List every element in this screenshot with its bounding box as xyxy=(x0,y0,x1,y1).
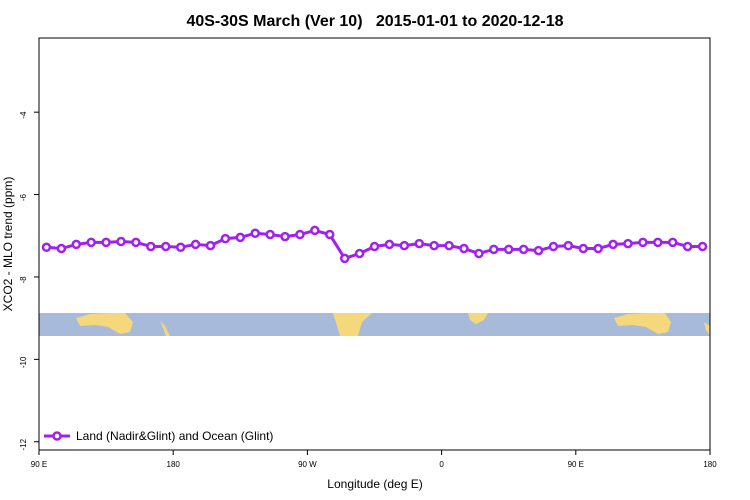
point xyxy=(235,232,246,243)
point xyxy=(459,243,469,254)
legend-label: Land (Nadir&Glint) and Ocean (Glint) xyxy=(76,429,273,443)
x-tick-label: 0 xyxy=(439,460,444,469)
point xyxy=(667,237,678,248)
point xyxy=(86,237,96,248)
point xyxy=(190,239,201,250)
point xyxy=(503,244,514,255)
point xyxy=(175,242,186,253)
point xyxy=(280,231,290,242)
point xyxy=(384,239,395,250)
point xyxy=(444,240,454,251)
x-tick-label: 90 E xyxy=(31,460,47,469)
point xyxy=(265,229,275,240)
point xyxy=(653,237,663,248)
legend-marker xyxy=(52,431,62,441)
point xyxy=(563,240,574,251)
point xyxy=(429,240,439,251)
point xyxy=(489,244,499,255)
point xyxy=(593,243,603,254)
point xyxy=(339,253,350,264)
point xyxy=(131,237,141,248)
x-tick-label: 90 W xyxy=(298,460,317,469)
x-tick-label: 180 xyxy=(167,460,181,469)
point xyxy=(682,241,693,252)
point xyxy=(578,243,589,254)
x-tick-label: 90 E xyxy=(568,460,584,469)
point xyxy=(295,229,305,240)
point xyxy=(369,241,380,252)
point xyxy=(205,240,216,251)
y-tick-label: -4 xyxy=(19,111,28,119)
point xyxy=(250,228,260,239)
point xyxy=(71,239,82,250)
point xyxy=(41,242,52,253)
point xyxy=(101,237,111,248)
y-tick-label: -8 xyxy=(19,276,28,284)
point xyxy=(608,239,618,250)
point xyxy=(533,245,544,256)
y-tick-label: -12 xyxy=(19,438,28,450)
point xyxy=(160,241,171,252)
point xyxy=(146,241,156,252)
point xyxy=(697,241,708,252)
map-strip xyxy=(39,313,710,336)
point xyxy=(325,229,335,240)
plot-frame xyxy=(38,37,711,451)
point xyxy=(414,238,424,249)
y-tick-label: -10 xyxy=(19,356,28,368)
point xyxy=(548,241,559,252)
point xyxy=(354,248,365,259)
point xyxy=(399,240,410,251)
y-axis-label: XCO2 - MLO trend (ppm) xyxy=(1,177,15,312)
point xyxy=(56,243,67,254)
point xyxy=(220,233,231,244)
x-axis-label: Longitude (deg E) xyxy=(327,477,422,491)
point xyxy=(638,237,648,248)
point xyxy=(474,248,484,259)
point xyxy=(310,225,320,236)
chart-title: 40S-30S March (Ver 10) 2015-01-01 to 202… xyxy=(186,13,563,30)
point xyxy=(623,238,633,249)
point xyxy=(518,244,529,255)
point xyxy=(116,236,126,247)
y-tick-label: -6 xyxy=(19,193,28,201)
x-tick-label: 180 xyxy=(703,460,717,469)
